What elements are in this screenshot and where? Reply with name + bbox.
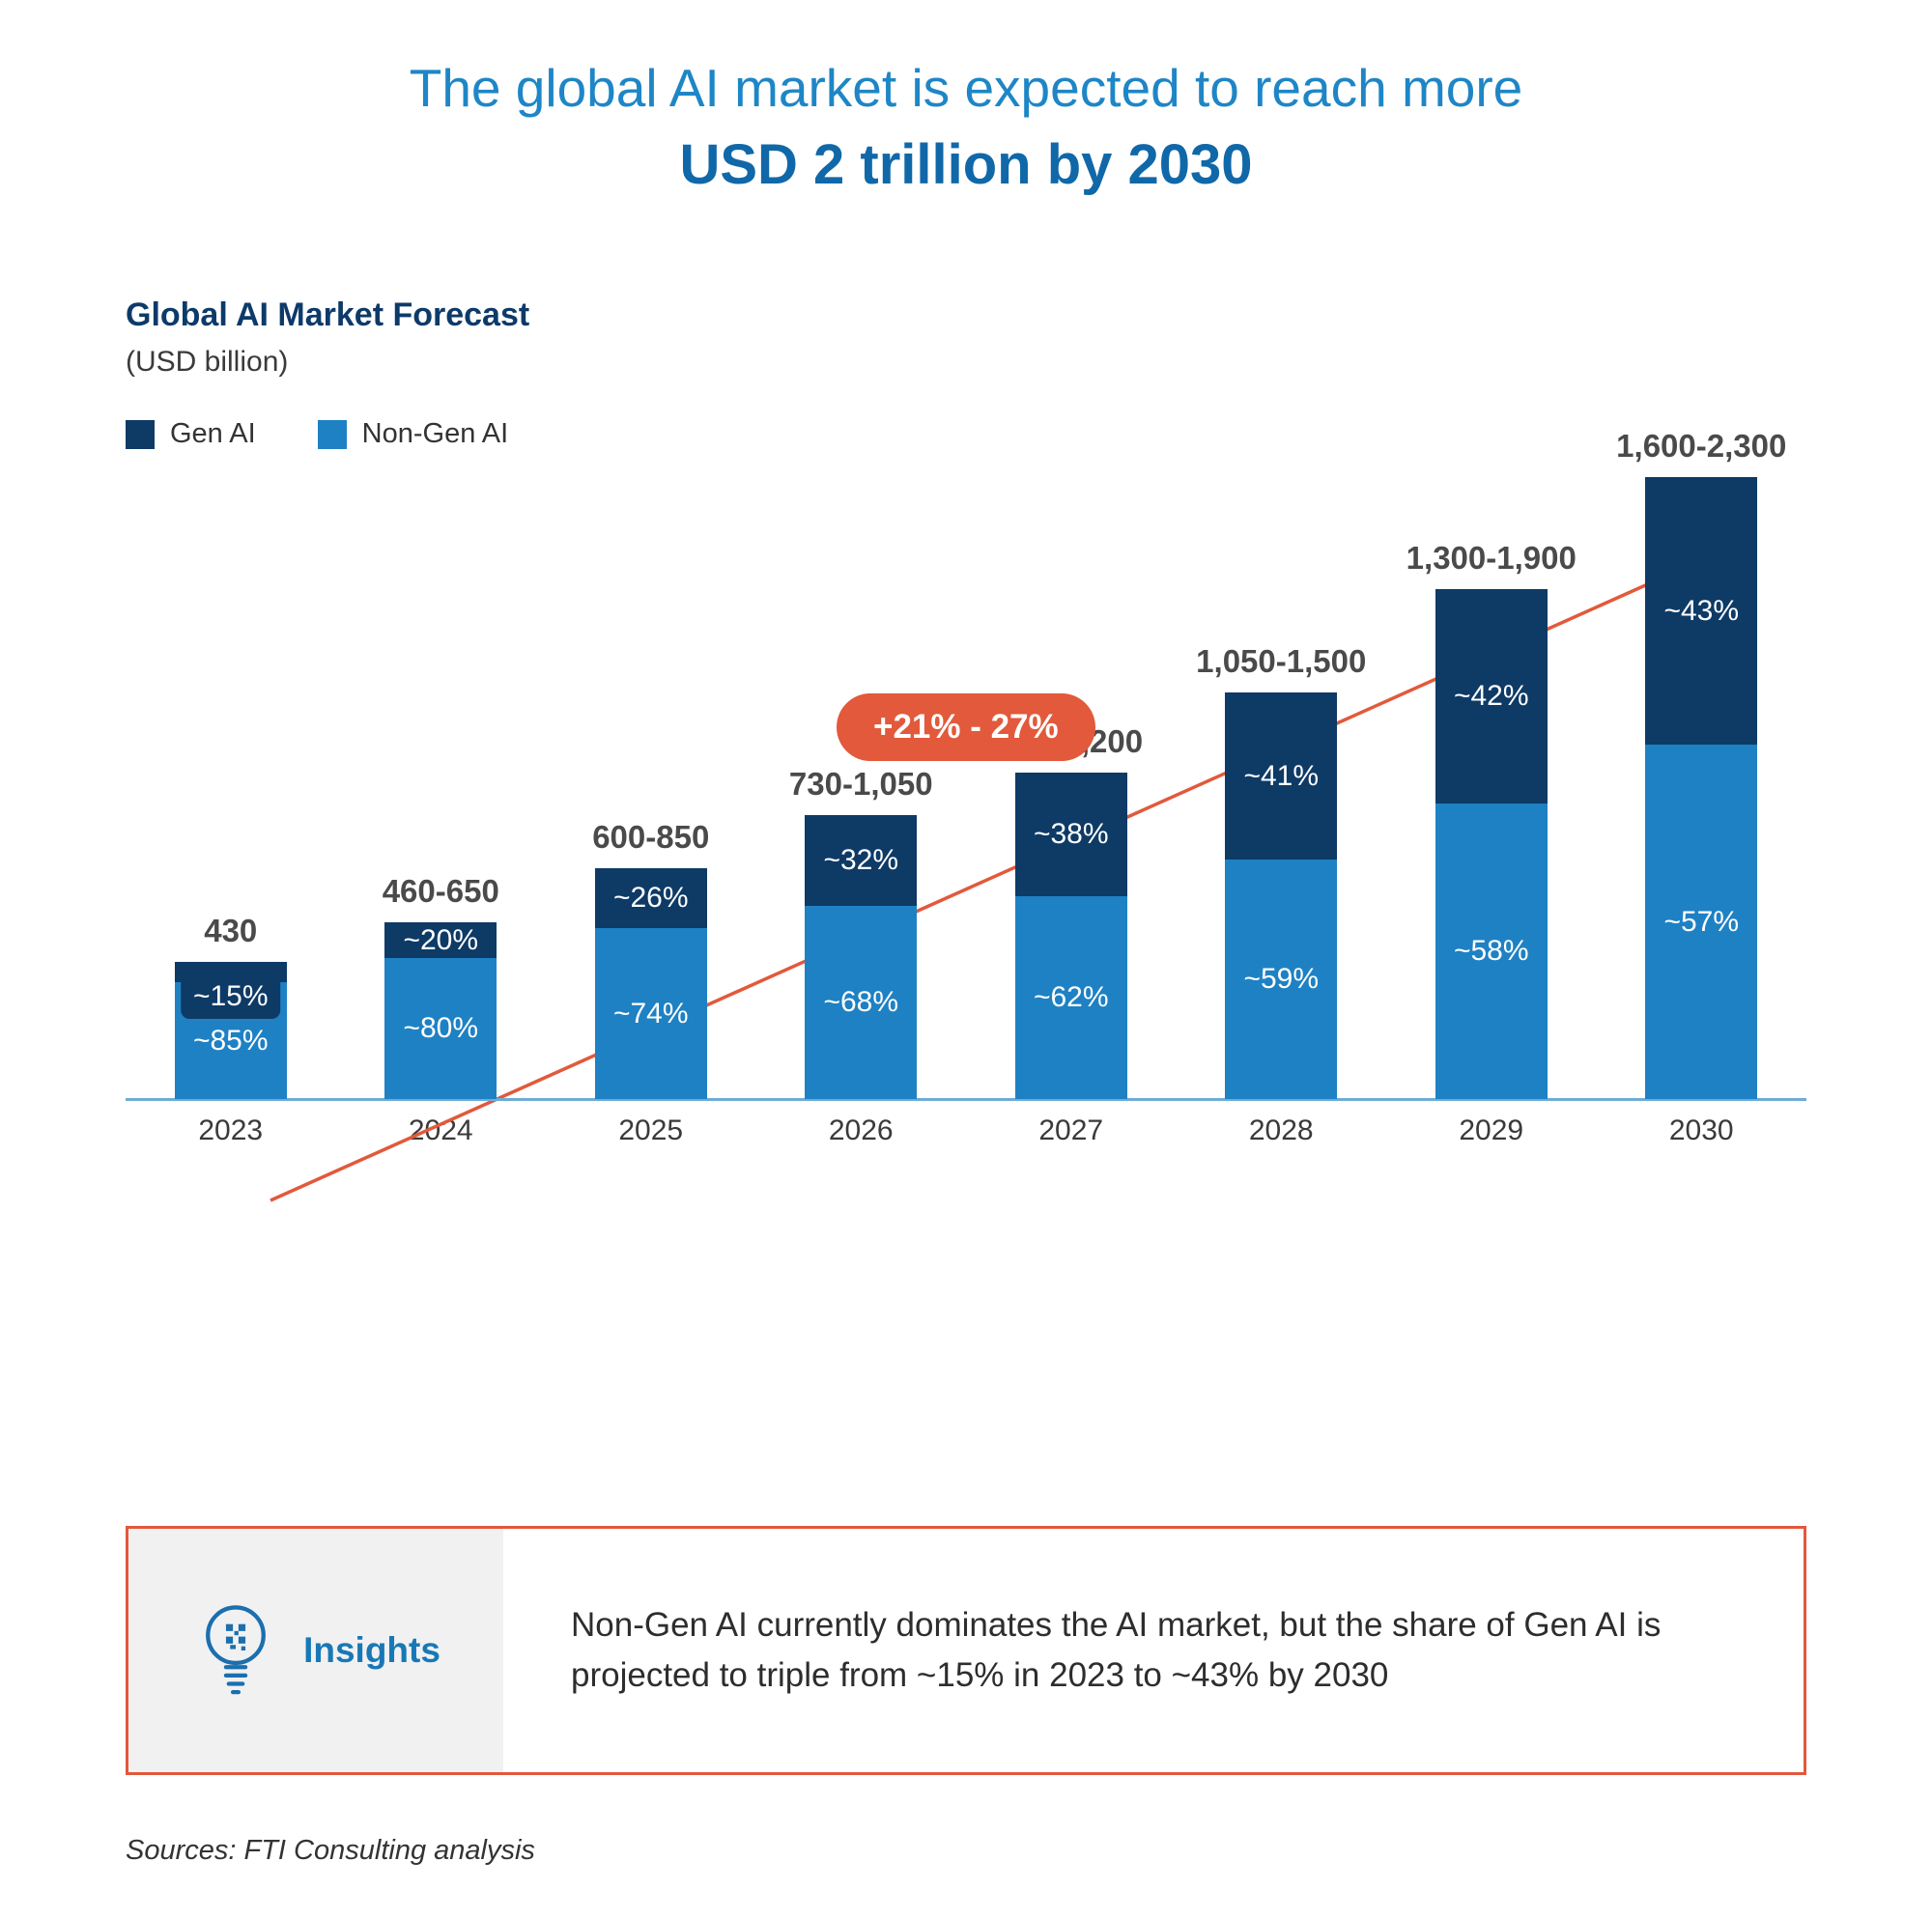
bar-total-label: 730-1,050 <box>788 766 933 803</box>
legend-label-non-gen-ai: Non-Gen AI <box>361 418 509 450</box>
bar-column-2028: 1,050-1,500 ~41% ~59% <box>1177 471 1387 1100</box>
bar-total-label: 430 <box>204 913 258 949</box>
chart-legend: Gen AI Non-Gen AI <box>126 418 1806 450</box>
bar-total-label: 1,300-1,900 <box>1406 540 1577 577</box>
gen-ai-pct-label: ~15% <box>180 974 281 1020</box>
gen-ai-pct-label: ~20% <box>403 923 479 956</box>
lightbulb-icon <box>206 1605 266 1695</box>
gen-ai-pct-label: ~43% <box>1663 594 1740 627</box>
non-gen-ai-segment: ~59% <box>1225 860 1338 1100</box>
bar-total-label: 1,600-2,300 <box>1616 428 1787 465</box>
non-gen-ai-segment: ~80% <box>384 958 497 1100</box>
gen-ai-pct-label: ~32% <box>823 844 899 877</box>
stacked-bar: ~32% ~68% <box>805 815 918 1100</box>
non-gen-ai-segment: ~57% <box>1645 745 1758 1100</box>
gen-ai-segment: ~43% <box>1645 477 1758 746</box>
gen-ai-segment: ~32% <box>805 815 918 907</box>
non-gen-ai-pct-label: ~80% <box>403 1012 479 1045</box>
bar-column-2024: 460-650 ~20% ~80% <box>336 471 547 1100</box>
stacked-bar: ~43% ~57% <box>1645 477 1758 1100</box>
x-axis-label: 2029 <box>1459 1114 1524 1147</box>
bars-row: 430 ~15% ~85% 460-650 ~20% ~80% 600-850 ~26% ~74… <box>126 428 1807 1100</box>
non-gen-ai-pct-label: ~58% <box>1453 935 1529 968</box>
stacked-bar: ~42% ~58% <box>1435 589 1548 1100</box>
x-axis-label: 2027 <box>1038 1114 1104 1147</box>
stacked-bar: ~26% ~74% <box>594 868 707 1100</box>
chart-header: Global AI Market Forecast (USD billion) … <box>126 296 1806 451</box>
gen-ai-pct-label: ~26% <box>612 882 689 915</box>
bar-total-label: 1,050-1,500 <box>1196 643 1367 680</box>
non-gen-ai-pct-label: ~68% <box>823 986 899 1019</box>
page-title-line2: USD 2 trillion by 2030 <box>679 133 1253 196</box>
insights-box: Insights Non-Gen AI currently dominates … <box>126 1526 1806 1776</box>
x-axis-label: 2025 <box>618 1114 684 1147</box>
non-gen-ai-pct-label: ~59% <box>1243 963 1320 996</box>
cagr-badge: +21% - 27% <box>837 693 1095 762</box>
bar-column-2029: 1,300-1,900 ~42% ~58% <box>1386 471 1597 1100</box>
gen-ai-pct-label: ~42% <box>1453 680 1529 713</box>
non-gen-ai-pct-label: ~74% <box>612 997 689 1030</box>
bar-total-label: 600-850 <box>592 819 710 856</box>
non-gen-ai-pct-label: ~57% <box>1663 905 1740 938</box>
chart-title: Global AI Market Forecast <box>126 296 530 333</box>
gen-ai-pct-label: ~41% <box>1243 759 1320 792</box>
stacked-bar: ~15% ~85% <box>174 962 287 1100</box>
non-gen-ai-segment: ~74% <box>594 928 707 1100</box>
chart-plot-area: 430 ~15% ~85% 460-650 ~20% ~80% 600-850 ~26% ~74… <box>126 428 1807 1202</box>
x-axis-label: 2024 <box>408 1114 473 1147</box>
insights-label: Insights <box>303 1630 440 1671</box>
non-gen-ai-pct-label: ~85% <box>192 1024 269 1057</box>
bar-total-label: 460-650 <box>382 873 499 910</box>
page: The global AI market is expected to reac… <box>0 0 1932 1867</box>
bar-column-2026: 730-1,050 ~32% ~68% <box>756 471 967 1100</box>
page-header: The global AI market is expected to reac… <box>0 0 1932 199</box>
x-axis-label: 2026 <box>828 1114 894 1147</box>
bar-column-2023: 430 ~15% ~85% <box>126 471 336 1100</box>
chart-subtitle: (USD billion) <box>126 345 289 378</box>
insights-left-panel: Insights <box>128 1529 503 1773</box>
gen-ai-segment: ~20% <box>384 922 497 959</box>
x-axis-line <box>126 1098 1806 1102</box>
gen-ai-segment: ~26% <box>594 868 707 929</box>
non-gen-ai-segment: ~62% <box>1014 896 1127 1100</box>
bar-column-2025: 600-850 ~26% ~74% <box>546 471 756 1100</box>
bar-column-2030: 1,600-2,300 ~43% ~57% <box>1597 428 1807 1100</box>
non-gen-ai-segment: ~58% <box>1435 804 1548 1100</box>
legend-label-gen-ai: Gen AI <box>170 418 256 450</box>
gen-ai-segment: ~42% <box>1435 589 1548 804</box>
gen-ai-pct-label: ~38% <box>1033 818 1109 851</box>
x-axis-label: 2030 <box>1668 1114 1734 1147</box>
stacked-bar: ~20% ~80% <box>384 922 497 1100</box>
non-gen-ai-segment: ~68% <box>805 906 918 1100</box>
sources-note: Sources: FTI Consulting analysis <box>126 1835 535 1867</box>
page-title-line1: The global AI market is expected to reac… <box>409 58 1523 118</box>
legend-item-gen-ai: Gen AI <box>126 418 256 450</box>
x-axis-label: 2023 <box>198 1114 264 1147</box>
legend-item-non-gen-ai: Non-Gen AI <box>317 418 509 450</box>
insights-text: Non-Gen AI currently dominates the AI ma… <box>571 1606 1662 1695</box>
gen-ai-segment: ~41% <box>1225 692 1338 860</box>
gen-ai-swatch-icon <box>126 419 155 449</box>
gen-ai-segment: ~38% <box>1014 773 1127 897</box>
x-axis-label: 2028 <box>1248 1114 1314 1147</box>
bar-column-2027: 850-1,200~38%~62% <box>966 471 1177 1100</box>
x-axis-labels: 2023 2024 2025 2026 2027 2028 2029 2030 <box>126 1114 1806 1147</box>
non-gen-ai-swatch-icon <box>317 419 347 449</box>
non-gen-ai-pct-label: ~62% <box>1033 981 1109 1014</box>
stacked-bar: ~38% ~62% <box>1014 773 1127 1100</box>
stacked-bar: ~41% ~59% <box>1225 692 1338 1100</box>
